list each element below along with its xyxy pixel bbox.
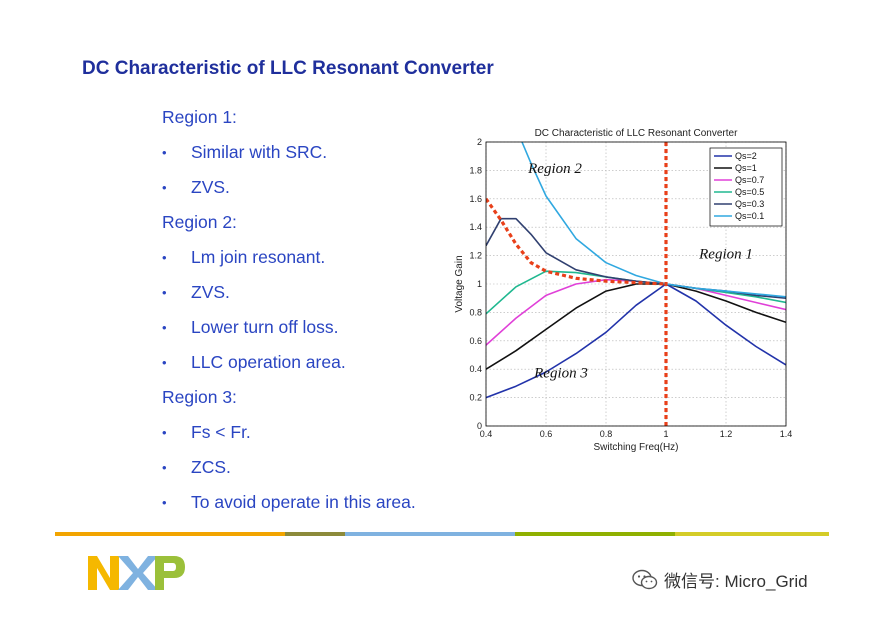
logo-letter-x <box>118 556 158 590</box>
logo-letter-p <box>155 556 185 590</box>
bullet-dot: • <box>162 180 167 195</box>
wechat-icon <box>632 569 658 589</box>
gain-chart: 0.4 0.6 0.8 1 1.2 1.4 0 0.2 0.4 0.6 0.8 1 1.2 1.4 1.6 1… <box>454 128 793 453</box>
x-tick-label: 1.2 <box>720 429 733 439</box>
list-item: • To avoid operate in this area. <box>162 485 482 520</box>
legend-label: Qs=0.7 <box>735 175 764 185</box>
list-item: Region 1: <box>162 100 482 135</box>
bullet-label: ZVS. <box>191 282 230 302</box>
bullet-label: Fs < Fr. <box>191 422 251 442</box>
legend-label: Qs=0.5 <box>735 187 764 197</box>
bullet-label: Lower turn off loss. <box>191 317 339 337</box>
list-item: • Lm join resonant. <box>162 240 482 275</box>
x-tick-label: 0.4 <box>480 429 493 439</box>
list-item: • ZVS. <box>162 275 482 310</box>
rule-segment <box>675 532 829 536</box>
legend-label: Qs=0.3 <box>735 199 764 209</box>
bullet-label: Region 3: <box>162 387 237 407</box>
y-axis-label: Voltage Gain <box>454 255 465 312</box>
list-item: • Lower turn off loss. <box>162 310 482 345</box>
list-item: • Similar with SRC. <box>162 135 482 170</box>
chart-title: DC Characteristic of LLC Resonant Conver… <box>535 128 739 139</box>
bullet-dot: • <box>162 320 167 335</box>
bullet-label: Region 1: <box>162 107 237 127</box>
legend-label: Qs=0.1 <box>735 211 764 221</box>
y-tick-label: 0.8 <box>469 307 482 317</box>
list-item: • Fs < Fr. <box>162 415 482 450</box>
y-tick-label: 0 <box>477 421 482 431</box>
rule-segment <box>285 532 345 536</box>
plot-frame <box>485 141 787 427</box>
x-tick-label: 1.4 <box>780 429 793 439</box>
y-tick-label: 1 <box>477 279 482 289</box>
watermark: 微信号: Micro_Grid <box>632 567 808 592</box>
bullet-label: ZCS. <box>191 457 231 477</box>
list-item: Region 2: <box>162 205 482 240</box>
bullet-label: Similar with SRC. <box>191 142 328 162</box>
y-tick-label: 1.2 <box>469 251 482 261</box>
bullet-label: LLC operation area. <box>191 352 346 372</box>
region-boundary <box>486 197 667 286</box>
legend-label: Qs=2 <box>735 151 757 161</box>
slide-title: DC Characteristic of LLC Resonant Conver… <box>82 58 494 79</box>
bullet-list: Region 1: • Similar with SRC. • ZVS. Regio… <box>162 100 482 520</box>
bullet-label: To avoid operate in this area. <box>191 492 416 512</box>
rule-segment <box>55 532 285 536</box>
logo-letter-n <box>88 556 119 590</box>
y-tick-label: 2 <box>477 137 482 147</box>
list-item: • ZVS. <box>162 170 482 205</box>
bullet-dot: • <box>162 355 167 370</box>
bullet-dot: • <box>162 145 167 160</box>
y-tick-label: 1.6 <box>469 194 482 204</box>
list-item: • LLC operation area. <box>162 345 482 380</box>
nxp-logo <box>88 556 185 590</box>
series-line <box>486 283 786 370</box>
y-tick-label: 0.6 <box>469 336 482 346</box>
bullet-dot: • <box>162 425 167 440</box>
region-annotation: Region 1 <box>698 246 753 262</box>
x-axis-label: Switching Freq(Hz) <box>593 442 678 453</box>
bullet-label: ZVS. <box>191 177 230 197</box>
footer-rule <box>55 532 829 536</box>
rule-segment <box>345 532 515 536</box>
series-group <box>486 142 786 426</box>
series-line <box>486 283 786 399</box>
y-tick-label: 0.2 <box>469 393 482 403</box>
bullet-label: Region 2: <box>162 212 237 232</box>
y-tick-label: 1.8 <box>469 165 482 175</box>
list-item: Region 3: <box>162 380 482 415</box>
rule-segment <box>515 532 675 536</box>
bullet-dot: • <box>162 285 167 300</box>
x-tick-label: 0.8 <box>600 429 613 439</box>
region-annotation: Region 3 <box>533 366 588 382</box>
series-line <box>521 142 786 298</box>
watermark-text: 微信号: Micro_Grid <box>664 572 808 591</box>
region-annotation: Region 2 <box>527 161 582 177</box>
list-item: • ZCS. <box>162 450 482 485</box>
bullet-label: Lm join resonant. <box>191 247 326 267</box>
bullet-dot: • <box>162 495 167 510</box>
y-tick-label: 1.4 <box>469 222 482 232</box>
bullet-dot: • <box>162 250 167 265</box>
bullet-dot: • <box>162 460 167 475</box>
y-tick-label: 0.4 <box>469 364 482 374</box>
legend-label: Qs=1 <box>735 163 757 173</box>
x-tick-label: 1 <box>663 429 668 439</box>
legend <box>709 147 783 227</box>
x-tick-label: 0.6 <box>540 429 553 439</box>
